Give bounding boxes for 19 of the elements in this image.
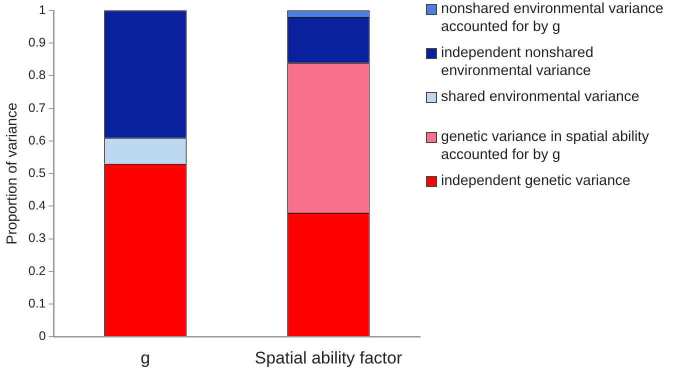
y-tick-label: 0.3 [28,231,46,246]
y-tick-label: 0.9 [28,36,46,50]
x-tick-label: g [140,348,150,368]
legend-label: independent genetic variance [441,172,630,190]
y-tick-label: 0.5 [28,166,46,180]
y-tick-label: 0.1 [28,296,46,310]
y-axis-title: Proportion of variance [4,102,21,244]
legend-label: genetic variance in spatial ability accounted for by g [441,128,650,164]
legend-label: shared environmental variance [441,88,640,106]
x-tick-label: Spatial ability factor [254,348,402,368]
y-tick-label: 0 [38,329,46,344]
y-tick-label: 0.4 [28,198,46,213]
y-tick-label: 0.6 [28,133,46,148]
legend-label: independent nonshared environmental variance [441,44,594,80]
y-tick-label: 0.8 [28,68,46,82]
legend-label: nonshared environmental variance accounted for by g [441,0,664,36]
y-tick-label: 0.2 [28,264,46,278]
y-tick-label: 1 [38,2,46,17]
y-tick-label: 0.7 [28,100,46,115]
